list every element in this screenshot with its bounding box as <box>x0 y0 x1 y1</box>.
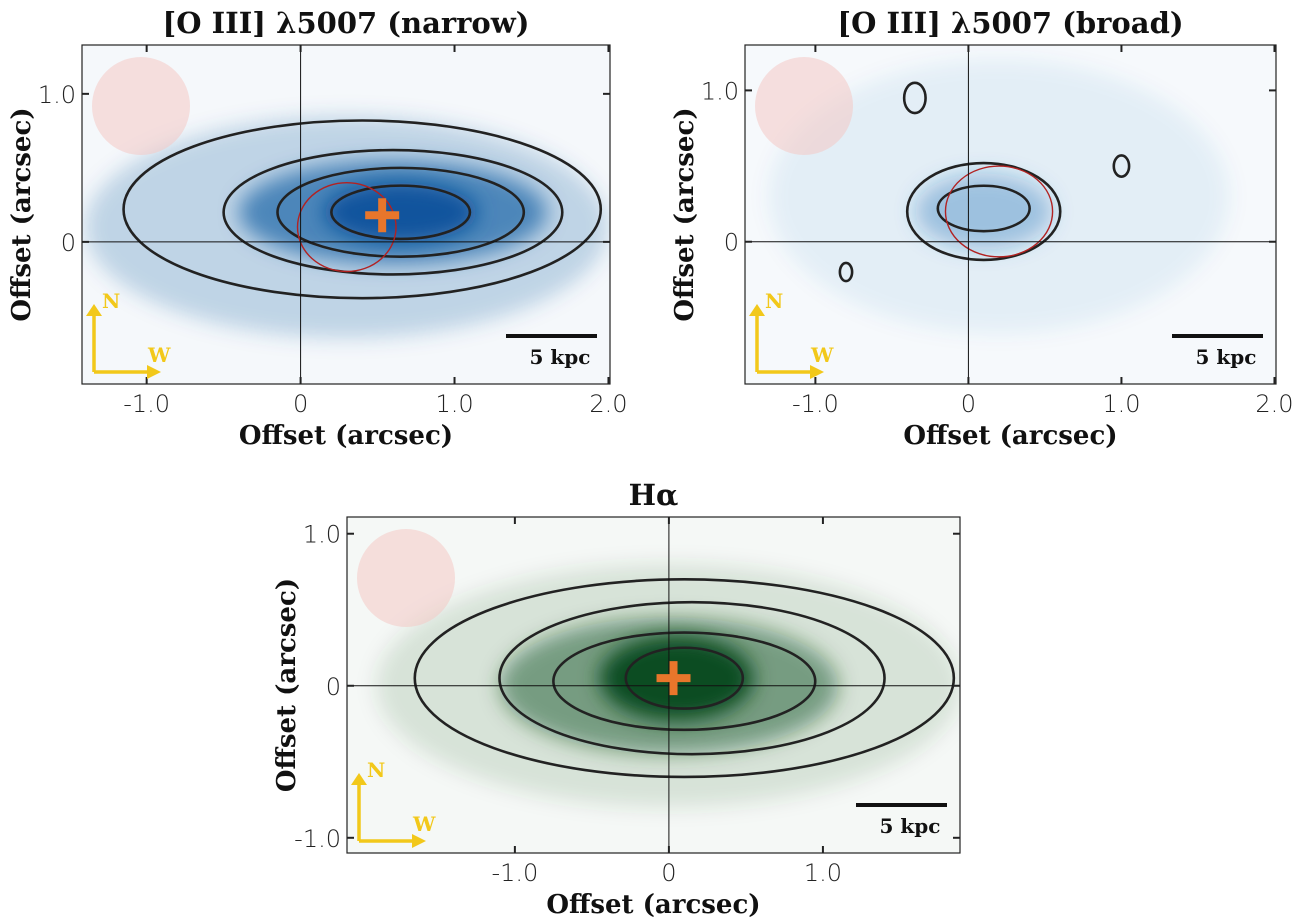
map <box>82 45 610 384</box>
contour <box>330 184 472 241</box>
beam <box>92 57 190 155</box>
compass <box>357 783 419 841</box>
compass-west: W <box>412 812 436 836</box>
compass-west: W <box>147 343 171 367</box>
chart-title: Hα <box>629 478 679 512</box>
contour <box>838 261 854 283</box>
compass <box>755 314 817 372</box>
x-axis-label: Offset (arcsec) <box>903 421 1117 451</box>
peak <box>656 661 691 696</box>
contour <box>122 119 603 300</box>
y-tick-label: 1.0 <box>38 81 76 109</box>
compass-head <box>351 773 367 785</box>
contour <box>1112 154 1131 178</box>
contour <box>296 181 397 273</box>
contour <box>905 161 1062 262</box>
contour <box>936 184 1031 233</box>
x-tick-label: 2.0 <box>1255 390 1293 418</box>
compass-north: N <box>367 758 385 782</box>
x-tick-label: 1.0 <box>1102 390 1140 418</box>
y-tick-label: 0 <box>61 229 76 257</box>
scale-bar-label: 5 kpc <box>530 345 591 369</box>
compass-north: N <box>102 289 120 313</box>
contour <box>498 600 886 756</box>
y-axis-label: Offset (arcsec) <box>7 107 37 321</box>
map <box>745 45 1276 384</box>
x-tick-label: 0 <box>661 859 676 887</box>
panel: -1.0 0 1.0 2.0 0 1.0 [O III] λ5007 (broad) Offs… <box>670 6 1294 451</box>
contour <box>902 81 927 115</box>
scale-bar-label: 5 kpc <box>880 814 941 838</box>
panel: -1.0 0 1.0 -1.0 0 1.0 Hα Offset (arcsec) Offset … <box>272 478 961 917</box>
scale-bar-label: 5 kpc <box>1196 345 1257 369</box>
y-axis-label: Offset (arcsec) <box>670 107 700 321</box>
panel: -1.0 0 1.0 2.0 0 1.0 [O III] λ5007 (narrow) Off… <box>7 6 628 451</box>
contour <box>552 631 817 732</box>
y-tick-label: 0 <box>724 229 739 257</box>
y-tick-label: 0 <box>326 673 341 701</box>
contour <box>413 578 956 779</box>
x-tick-label: -1.0 <box>491 859 538 887</box>
compass-west: W <box>810 343 834 367</box>
x-tick-label: -1.0 <box>792 390 839 418</box>
peak <box>365 198 400 233</box>
frame <box>744 44 1277 385</box>
x-tick-label: 1.0 <box>435 390 473 418</box>
contour <box>944 165 1054 258</box>
x-tick-label: 1.0 <box>804 859 842 887</box>
contour <box>624 646 745 710</box>
y-tick-label: -1.0 <box>294 825 341 853</box>
compass-north: N <box>765 289 783 313</box>
emission <box>323 182 478 242</box>
map <box>347 517 960 853</box>
compass-head <box>749 304 765 316</box>
beam <box>357 529 455 627</box>
x-tick-label: -1.0 <box>123 390 170 418</box>
compass <box>92 314 154 372</box>
x-tick-label: 0 <box>961 390 976 418</box>
chart-title: [O III] λ5007 (narrow) <box>163 6 530 40</box>
y-tick-label: 1.0 <box>701 77 739 105</box>
frame <box>81 44 611 385</box>
beam <box>755 57 853 155</box>
x-axis-label: Offset (arcsec) <box>546 890 760 917</box>
contour <box>276 166 526 258</box>
x-tick-label: 0 <box>293 390 308 418</box>
x-tick-label: 2.0 <box>589 390 627 418</box>
contour <box>222 148 564 276</box>
chart-title: [O III] λ5007 (broad) <box>837 6 1183 40</box>
y-axis-label: Offset (arcsec) <box>272 578 302 792</box>
x-axis-label: Offset (arcsec) <box>239 421 453 451</box>
compass-head <box>86 304 102 316</box>
y-tick-label: 1.0 <box>303 521 341 549</box>
